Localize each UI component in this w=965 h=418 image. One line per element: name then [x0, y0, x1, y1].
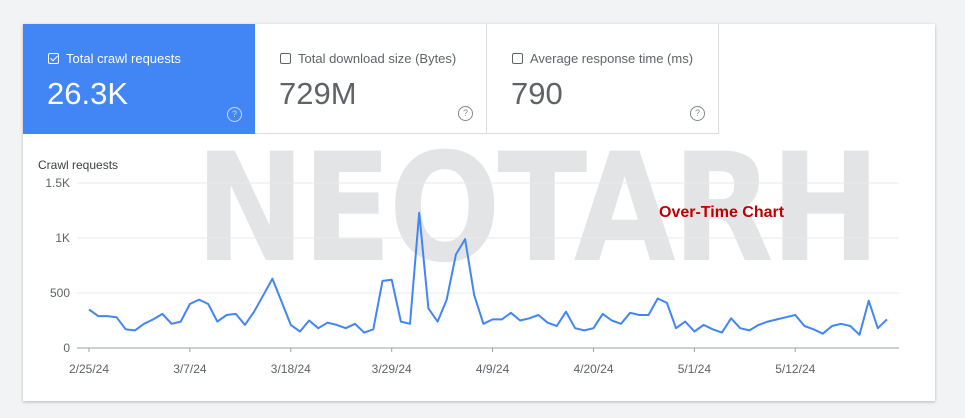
- metric-value: 790: [511, 76, 563, 111]
- metric-label-wrap: Total download size (Bytes): [280, 51, 456, 66]
- metric-total-crawl-requests[interactable]: Total crawl requests 26.3K ?: [23, 24, 255, 134]
- checkbox-checked-icon[interactable]: [48, 53, 59, 64]
- watermark: NEOTARH: [195, 122, 881, 296]
- series-line-crawl-requests: [88, 211, 888, 336]
- x-tick-label: 3/18/24: [271, 362, 311, 376]
- x-tick-label: 5/12/24: [775, 362, 815, 376]
- metric-label: Average response time (ms): [530, 51, 694, 66]
- y-tick-label: 1.5K: [45, 176, 70, 190]
- help-icon[interactable]: ?: [690, 106, 705, 121]
- metric-label-wrap: Total crawl requests: [48, 51, 181, 66]
- y-tick-label: 0: [63, 341, 70, 355]
- metric-value: 729M: [279, 76, 357, 111]
- x-tick-label: 3/7/24: [173, 362, 207, 376]
- x-tick-label: 2/25/24: [69, 362, 109, 376]
- help-icon[interactable]: ?: [227, 107, 242, 122]
- x-tick-label: 4/20/24: [573, 362, 613, 376]
- metric-average-response-time[interactable]: Average response time (ms) 790 ?: [487, 24, 719, 134]
- help-icon[interactable]: ?: [458, 106, 473, 121]
- metric-label: Total crawl requests: [66, 51, 181, 66]
- metric-label-wrap: Average response time (ms): [512, 51, 693, 66]
- x-tick-label: 3/29/24: [372, 362, 412, 376]
- crawl-requests-chart: Crawl requests 0 500 1K 1.5K 2/25/24 3/7/24 3/1…: [38, 158, 899, 376]
- y-tick-label: 500: [50, 286, 70, 300]
- x-tick-label: 5/1/24: [678, 362, 712, 376]
- y-tick-label: 1K: [55, 231, 70, 245]
- crawl-stats-card: Total crawl requests 26.3K ? Total downl…: [23, 24, 935, 401]
- checkbox-unchecked-icon[interactable]: [512, 53, 523, 64]
- x-tick-label: 4/9/24: [476, 362, 510, 376]
- chart-annotation: Over-Time Chart: [659, 204, 785, 221]
- checkbox-unchecked-icon[interactable]: [280, 53, 291, 64]
- metric-label: Total download size (Bytes): [298, 51, 457, 66]
- metric-value: 26.3K: [47, 76, 129, 111]
- metric-total-download-size[interactable]: Total download size (Bytes) 729M ?: [255, 24, 487, 134]
- y-axis-label: Crawl requests: [38, 158, 118, 172]
